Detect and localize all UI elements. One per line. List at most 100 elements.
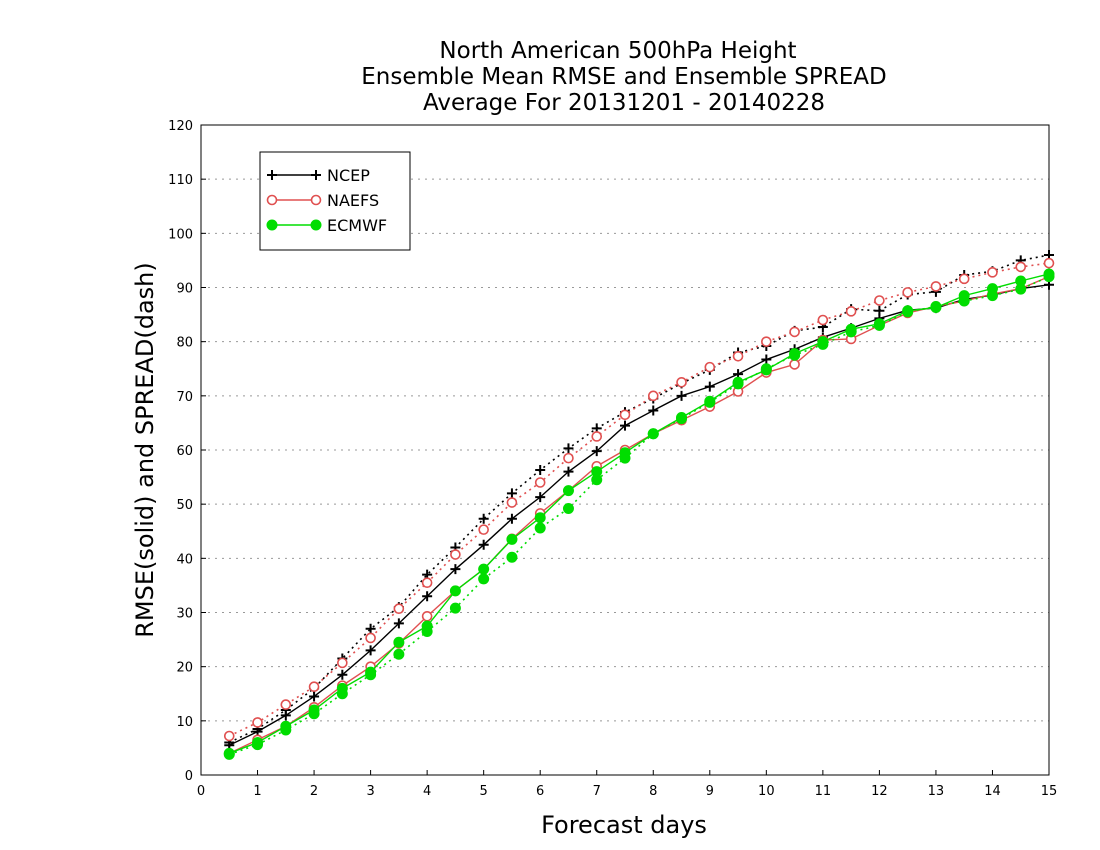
- x-tick-label: 14: [984, 784, 1001, 799]
- ecmwf-rmse-point: [817, 336, 829, 348]
- legend-marker-naefs: [310, 194, 322, 206]
- ecmwf-rmse-point: [534, 512, 546, 524]
- ecmwf-rmse-point: [562, 485, 574, 497]
- naefs-rmse-line: [228, 276, 1050, 754]
- ecmwf-rmse-point: [591, 466, 603, 478]
- y-tick-label: 50: [176, 498, 193, 513]
- ecmwf-rmse-point: [280, 720, 292, 732]
- ncep-rmse-point: [676, 390, 687, 401]
- y-tick-label: 60: [176, 444, 193, 459]
- ncep-spread-point: [535, 465, 546, 476]
- naefs-spread-point: [704, 361, 716, 373]
- naefs-spread-point: [478, 524, 489, 535]
- ncep-rmse-point: [422, 591, 433, 602]
- ncep-rmse-point: [309, 691, 320, 702]
- ecmwf-rmse-point: [760, 364, 772, 376]
- legend-marker-ncep: [267, 170, 277, 180]
- legend-marker-ecmwf: [266, 219, 278, 231]
- naefs-spread-line: [228, 262, 1050, 737]
- ncep-rmse-point: [280, 710, 291, 721]
- ecmwf-rmse-point: [732, 376, 744, 388]
- ecmwf-spread-point: [534, 522, 546, 534]
- x-tick-label: 11: [815, 784, 832, 799]
- ncep-rmse-point: [591, 446, 602, 457]
- naefs-spread-point: [874, 295, 885, 306]
- ecmwf-rmse-point: [873, 318, 885, 330]
- ncep-spread-point: [506, 488, 517, 499]
- legend-marker-ncep: [311, 170, 321, 180]
- x-tick-label: 9: [706, 784, 714, 799]
- naefs-spread-point: [732, 350, 744, 362]
- ecmwf-rmse-line: [229, 273, 1050, 754]
- ecmwf-rmse-point: [647, 428, 659, 440]
- naefs-spread-point: [761, 336, 772, 347]
- ncep-rmse-point: [704, 381, 715, 392]
- x-tick-label: 3: [366, 784, 374, 799]
- legend: NCEP NAEFS ECMWF: [259, 151, 411, 251]
- x-tick-label: 4: [423, 784, 431, 799]
- naefs-spread-point: [930, 281, 942, 292]
- naefs-spread-point: [393, 603, 405, 615]
- naefs-spread-point: [676, 376, 687, 388]
- legend-items: NCEP NAEFS ECMWF: [266, 166, 387, 235]
- ncep-rmse-point: [450, 564, 461, 575]
- x-tick-label: 0: [197, 784, 205, 799]
- title-line-2: Ensemble Mean RMSE and Ensemble SPREAD: [361, 64, 886, 90]
- ncep-spread-point: [563, 443, 574, 454]
- naefs-spread-point: [647, 390, 659, 402]
- ecmwf-spread-point: [562, 503, 574, 514]
- legend-item-ecmwf: ECMWF: [266, 216, 387, 235]
- naefs-spread-point: [789, 326, 800, 338]
- ecmwf-spread-point: [506, 551, 518, 563]
- naefs-spread-point: [223, 730, 235, 742]
- y-tick-label: 80: [176, 336, 193, 351]
- x-axis-label: Forecast days: [541, 811, 707, 839]
- naefs-spread-point: [534, 477, 546, 488]
- series-ncep: [224, 250, 1054, 751]
- ecmwf-rmse-point: [478, 563, 490, 575]
- ecmwf-rmse-point: [393, 636, 405, 648]
- ecmwf-rmse-point: [1015, 275, 1027, 287]
- ecmwf-rmse-point: [902, 305, 914, 317]
- y-axis-label: RMSE(solid) and SPREAD(dash): [131, 262, 159, 638]
- ncep-rmse-point: [761, 354, 772, 365]
- y-tick-label: 20: [176, 661, 193, 676]
- x-tick-label: 2: [310, 784, 318, 799]
- title-line-3: Average For 20131201 - 20140228: [423, 90, 825, 116]
- legend-label-ncep: NCEP: [327, 166, 370, 185]
- ncep-rmse-point: [478, 539, 489, 550]
- ncep-rmse-point: [648, 405, 659, 416]
- naefs-spread-point: [450, 549, 461, 560]
- naefs-spread-point: [280, 699, 292, 710]
- naefs-spread-point: [421, 577, 433, 589]
- x-tick-label: 12: [871, 784, 888, 799]
- x-tick-label: 6: [536, 784, 544, 799]
- y-tick-label: 90: [176, 282, 193, 297]
- y-tick-label: 120: [168, 119, 193, 134]
- title-line-1: North American 500hPa Height: [439, 38, 796, 64]
- ecmwf-rmse-point: [930, 302, 942, 314]
- x-tick-label: 7: [593, 784, 601, 799]
- ncep-spread-point: [478, 513, 489, 524]
- naefs-spread-point: [337, 657, 348, 669]
- x-tick-label: 15: [1041, 784, 1058, 799]
- ecmwf-rmse-point: [308, 704, 320, 716]
- ecmwf-rmse-point: [252, 737, 264, 748]
- x-tick-label: 5: [480, 784, 488, 799]
- y-tick-label: 40: [176, 552, 193, 567]
- legend-item-ncep: NCEP: [267, 166, 370, 185]
- legend-marker-ecmwf: [310, 219, 322, 231]
- ecmwf-rmse-point: [506, 533, 518, 545]
- ncep-spread-point: [365, 623, 376, 634]
- y-axis: 0 10 20 30 40 50 60 70 80 90 100 110 120: [168, 119, 206, 784]
- naefs-spread-point: [252, 717, 263, 728]
- y-tick-label: 70: [176, 390, 193, 405]
- x-tick-label: 1: [253, 784, 261, 799]
- ncep-rmse-point: [535, 492, 546, 503]
- x-tick-label: 10: [758, 784, 775, 799]
- naefs-spread-point: [365, 632, 376, 644]
- legend-label-naefs: NAEFS: [327, 191, 379, 210]
- ecmwf-rmse-point: [336, 682, 348, 694]
- naefs-spread-point: [1043, 257, 1055, 269]
- ecmwf-spread-point: [449, 602, 461, 614]
